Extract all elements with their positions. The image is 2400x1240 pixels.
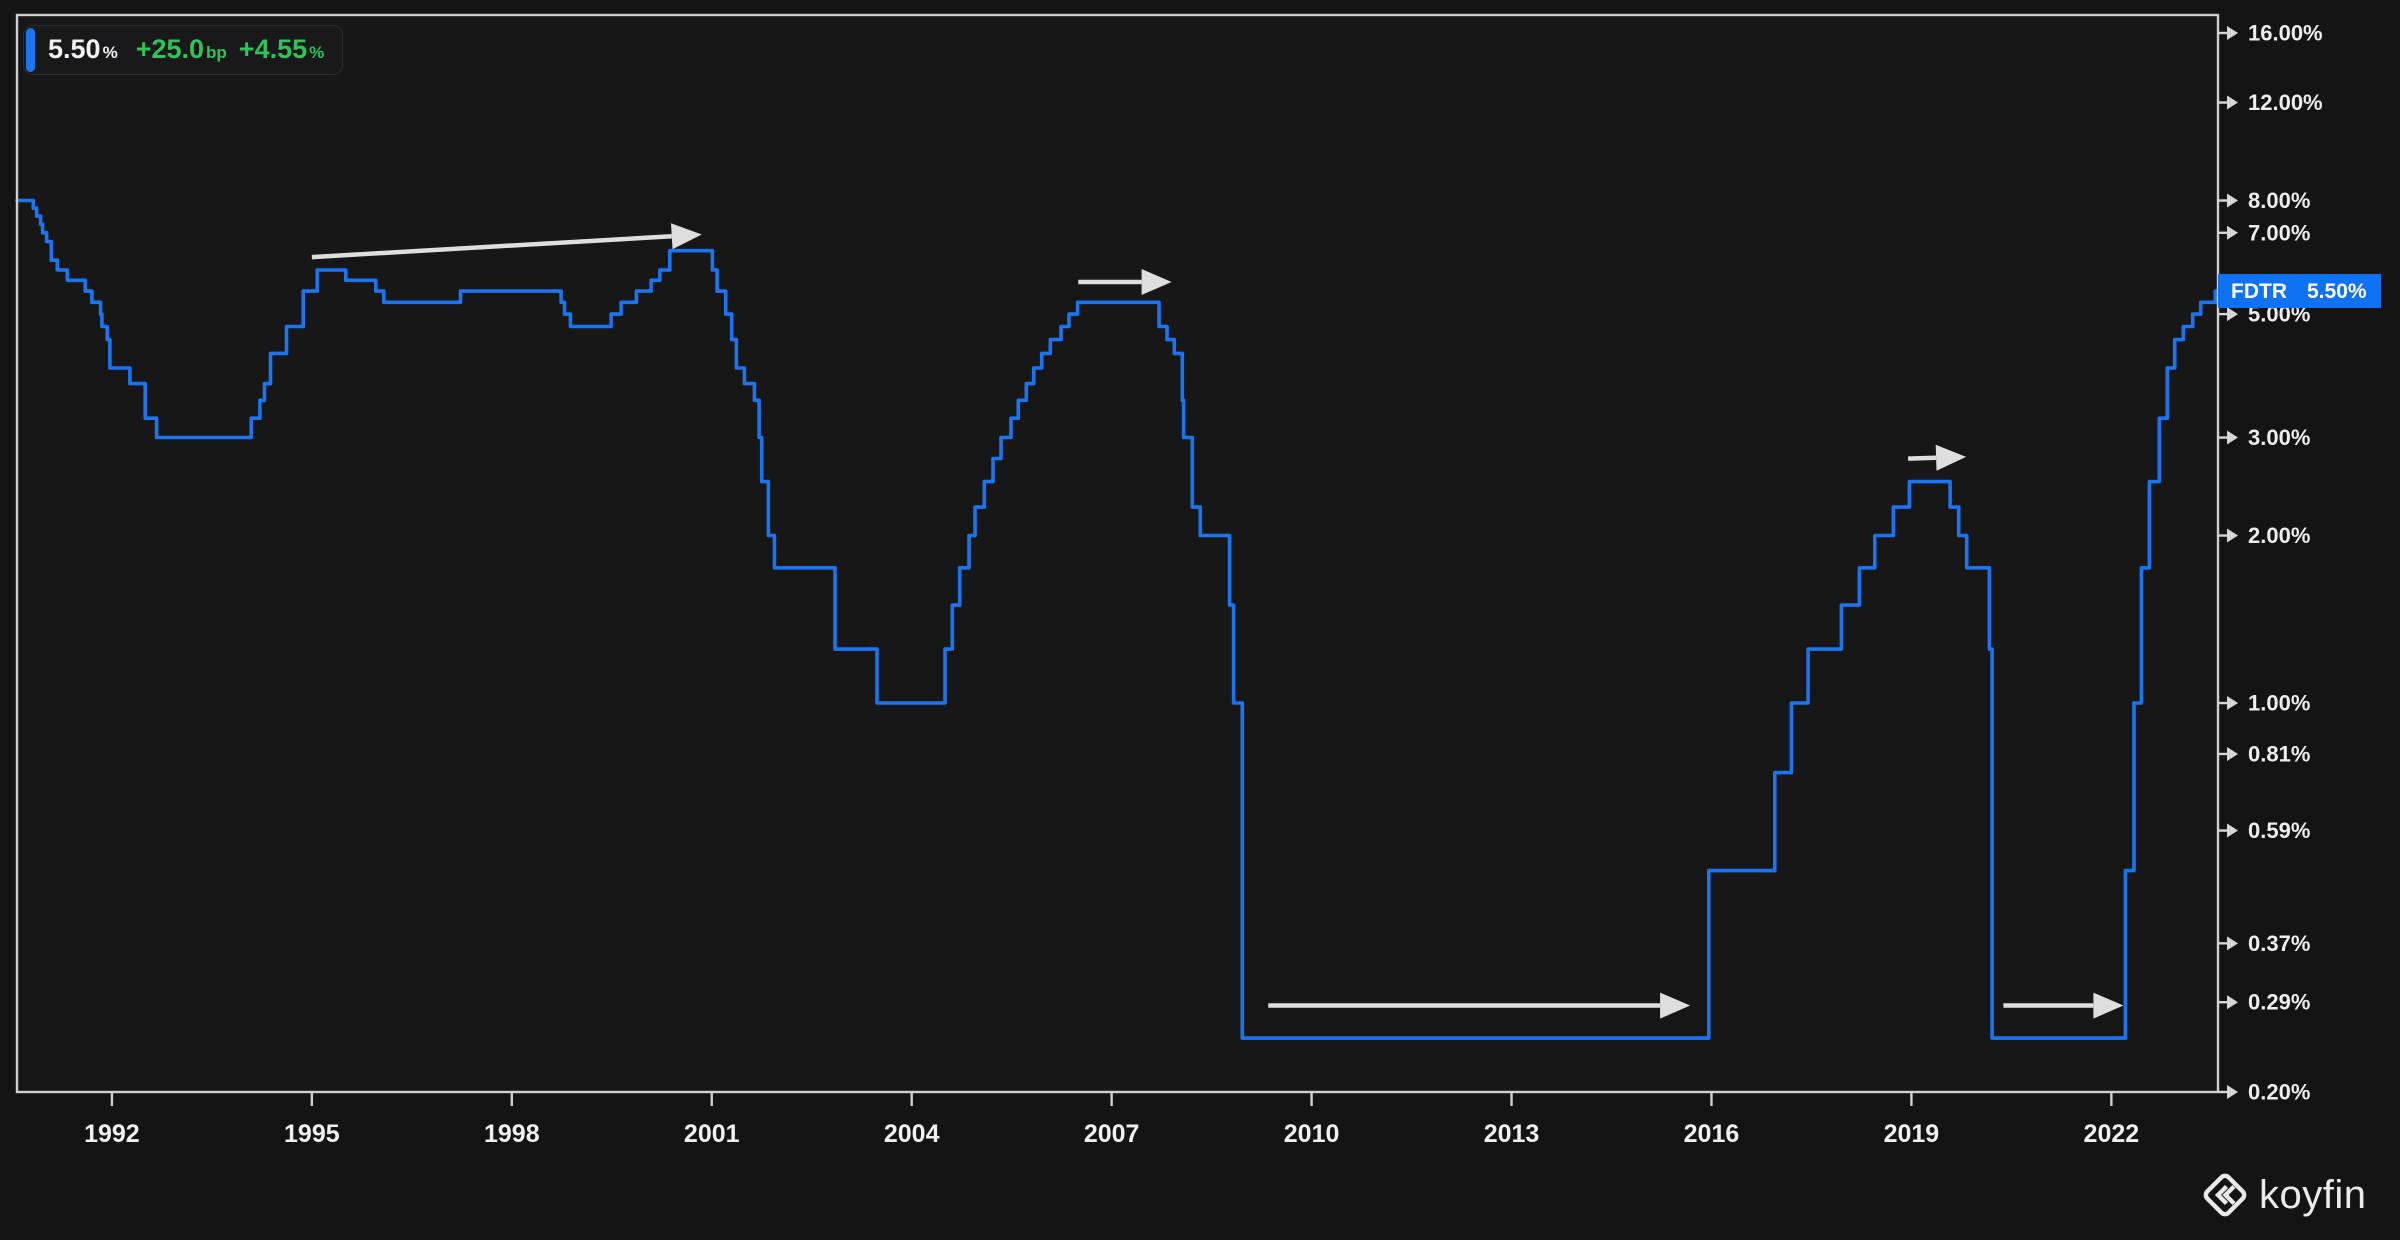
y-axis-label: 16.00%: [2248, 21, 2323, 46]
legend-change-pct: +4.55: [238, 34, 308, 64]
series-color-pill: [26, 28, 35, 72]
legend-last-value-unit: %: [102, 43, 118, 62]
y-tick-arrow-icon: [2227, 823, 2238, 838]
fdtr-line-series: [15, 198, 2220, 1040]
x-axis-label: 2007: [1084, 1120, 1140, 1148]
y-tick-arrow-icon: [2227, 528, 2238, 543]
legend-change-pct-group: +4.55 %: [239, 36, 324, 63]
y-axis-label: 0.29%: [2248, 990, 2310, 1015]
y-tick-arrow-icon: [2227, 307, 2238, 322]
koyfin-watermark[interactable]: koyfin: [2202, 1172, 2367, 1218]
y-axis-label: 1.00%: [2248, 691, 2310, 716]
y-axis-tick: 16.00%: [2219, 21, 2323, 46]
y-axis-tick: 8.00%: [2219, 188, 2310, 213]
x-axis-label: 1998: [484, 1120, 540, 1148]
x-axis-tick: 2022: [2084, 1093, 2140, 1148]
annotation-arrow[interactable]: [1078, 269, 1172, 295]
x-axis-tick: 1995: [284, 1093, 340, 1148]
y-axis-label: 0.59%: [2248, 818, 2310, 843]
y-tick-arrow-icon: [2227, 193, 2238, 208]
x-axis-tick: 1992: [84, 1093, 140, 1148]
plot-area[interactable]: [17, 15, 2218, 1092]
y-axis-label: 8.00%: [2248, 188, 2310, 213]
plot-border: [15, 13, 2220, 1094]
y-axis-tick: 2.00%: [2219, 523, 2310, 548]
y-axis-tick: 0.37%: [2219, 931, 2310, 956]
legend-last-value: 5.50: [48, 34, 101, 64]
legend-change-bp: +25.0: [135, 34, 205, 64]
legend-change-bp-unit: bp: [206, 43, 227, 62]
x-axis-label: 1992: [84, 1120, 140, 1148]
y-axis-label: 0.20%: [2248, 1080, 2310, 1105]
legend-last-value-group: 5.50 %: [48, 36, 118, 63]
x-axis-tick: 2013: [1484, 1093, 1540, 1148]
x-axis-tick: 2004: [884, 1093, 940, 1148]
y-axis-tick: 3.00%: [2219, 425, 2310, 450]
y-axis-label: 3.00%: [2248, 425, 2310, 450]
series-legend[interactable]: 5.50 % +25.0 bp +4.55 %: [23, 25, 344, 75]
y-axis-tick: 0.29%: [2219, 990, 2310, 1015]
y-tick-arrow-icon: [2227, 995, 2238, 1010]
x-axis-tick: 2019: [1884, 1093, 1940, 1148]
x-axis-label: 2013: [1484, 1120, 1540, 1148]
y-tick-arrow-icon: [2227, 430, 2238, 445]
y-axis: 16.00%12.00%8.00%7.00%5.00%3.00%2.00%1.0…: [2219, 21, 2323, 1105]
x-axis-label: 2019: [1884, 1120, 1940, 1148]
y-axis-tick: 0.59%: [2219, 818, 2310, 843]
y-axis-tick: 1.00%: [2219, 691, 2310, 716]
y-axis-label: 0.37%: [2248, 931, 2310, 956]
x-axis-label: 2016: [1684, 1120, 1740, 1148]
koyfin-logo-text: koyfin: [2259, 1173, 2367, 1217]
x-axis-tick: 2007: [1084, 1093, 1140, 1148]
y-tick-arrow-icon: [2227, 225, 2238, 240]
annotation-arrow[interactable]: [1908, 444, 1967, 471]
x-axis: 1992 1995 1998 2001 2004 2007 2010 2013 2016 2019…: [84, 1093, 2139, 1148]
y-tick-arrow-icon: [2227, 26, 2238, 40]
axis-last-price-badge: FDTR 5.50%: [2218, 274, 2381, 308]
annotation-arrow[interactable]: [2003, 992, 2124, 1019]
y-axis-label: 2.00%: [2248, 523, 2310, 548]
fdtr-step-line: [15, 198, 2220, 1040]
y-axis-label: 12.00%: [2248, 90, 2323, 115]
y-tick-arrow-icon: [2227, 95, 2238, 110]
x-axis-label: 1995: [284, 1120, 340, 1148]
legend-change-pct-unit: %: [309, 43, 325, 62]
x-axis-tick: 2001: [684, 1093, 740, 1148]
legend-change-bp-group: +25.0 bp: [136, 36, 227, 63]
x-axis-label: 2001: [684, 1120, 740, 1148]
annotation-arrow[interactable]: [311, 223, 702, 260]
y-axis-tick: 7.00%: [2219, 220, 2310, 245]
x-axis-tick: 2016: [1684, 1093, 1740, 1148]
y-axis-label: 7.00%: [2248, 220, 2310, 245]
y-axis-tick: 0.81%: [2219, 741, 2310, 766]
x-axis-label: 2004: [884, 1120, 940, 1148]
x-axis-tick: 2010: [1284, 1093, 1340, 1148]
x-axis-label: 2010: [1284, 1120, 1340, 1148]
badge-value: 5.50%: [2307, 279, 2367, 303]
koyfin-logo-icon: [2203, 1173, 2247, 1217]
x-axis-tick: 1998: [484, 1093, 540, 1148]
y-axis-tick: 12.00%: [2219, 90, 2323, 115]
badge-ticker: FDTR: [2231, 279, 2287, 303]
x-axis-label: 2022: [2084, 1120, 2140, 1148]
annotation-arrow[interactable]: [1268, 992, 1691, 1019]
y-axis-label: 0.81%: [2248, 741, 2310, 766]
annotations-layer: [311, 223, 2124, 1019]
y-axis-tick: 0.20%: [2219, 1080, 2310, 1105]
y-tick-arrow-icon: [2227, 1085, 2238, 1099]
y-tick-arrow-icon: [2227, 936, 2238, 951]
y-tick-arrow-icon: [2227, 746, 2238, 761]
y-tick-arrow-icon: [2227, 696, 2238, 711]
